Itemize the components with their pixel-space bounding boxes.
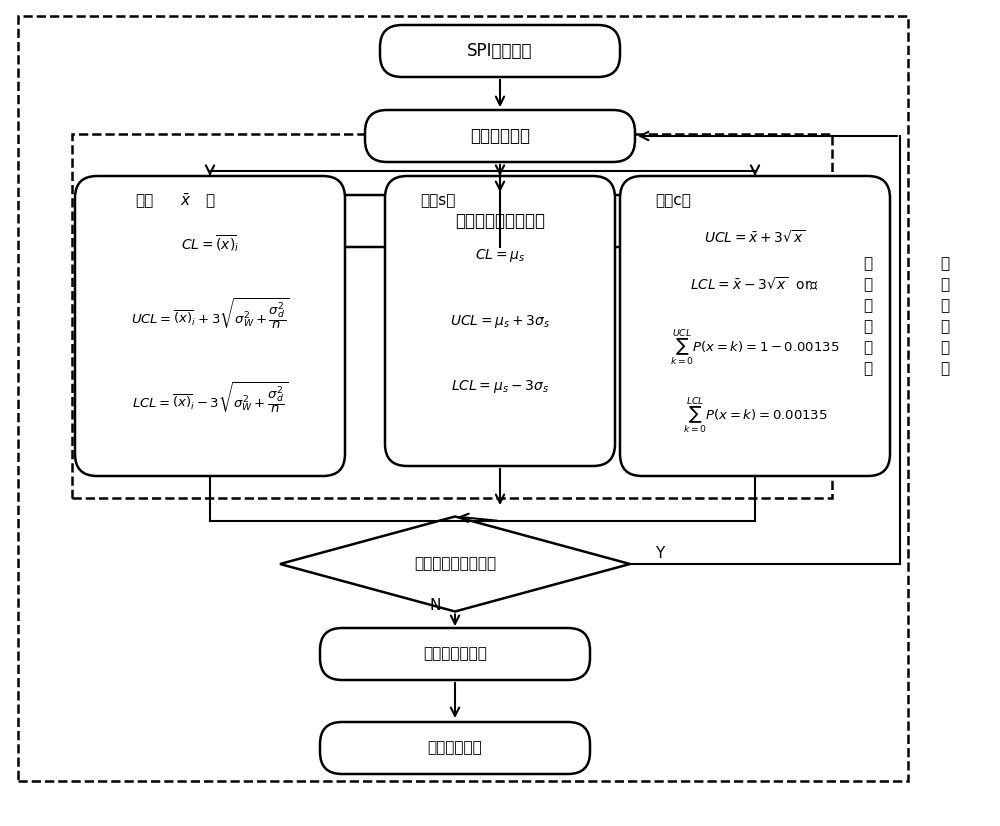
Text: $LCL = \bar{x}-3\sqrt{x}$  or：: $LCL = \bar{x}-3\sqrt{x}$ or： <box>690 275 820 292</box>
Text: 绘制s图: 绘制s图 <box>420 193 455 208</box>
Text: $\bar{x}$: $\bar{x}$ <box>180 193 192 209</box>
FancyBboxPatch shape <box>320 628 590 680</box>
Text: 绘制c图: 绘制c图 <box>655 193 691 208</box>
FancyBboxPatch shape <box>75 176 345 476</box>
Text: 智
能
监
控
系
统: 智 能 监 控 系 统 <box>940 256 950 376</box>
Text: 图: 图 <box>205 193 214 208</box>
Text: SPI检测系统: SPI检测系统 <box>467 42 533 60</box>
Bar <box>18 16 908 781</box>
Text: 统
计
分
析
模
块: 统 计 分 析 模 块 <box>863 256 873 376</box>
Text: 灯光控制模块: 灯光控制模块 <box>428 740 482 756</box>
Text: $UCL = \bar{x}+3\sqrt{x}$: $UCL = \bar{x}+3\sqrt{x}$ <box>704 230 806 246</box>
Text: 发出不受控信号: 发出不受控信号 <box>423 647 487 662</box>
Text: N: N <box>429 599 441 614</box>
Text: $UCL = \overline{(x)}_i+3\sqrt{\sigma_W^2+\dfrac{\sigma_d^2}{n}}$: $UCL = \overline{(x)}_i+3\sqrt{\sigma_W^… <box>131 297 289 331</box>
Text: $\sum_{k=0}^{LCL}P(x=k)=0.00135$: $\sum_{k=0}^{LCL}P(x=k)=0.00135$ <box>683 396 827 436</box>
Text: $UCL = \mu_s+3\sigma_s$: $UCL = \mu_s+3\sigma_s$ <box>450 312 550 330</box>
Text: 绘制: 绘制 <box>135 193 153 208</box>
Text: $LCL = \overline{(x)}_i-3\sqrt{\sigma_W^2+\dfrac{\sigma_d^2}{n}}$: $LCL = \overline{(x)}_i-3\sqrt{\sigma_W^… <box>132 381 288 415</box>
Text: Y: Y <box>655 547 664 562</box>
Text: $\sum_{k=0}^{UCL}P(x=k)=1-0.00135$: $\sum_{k=0}^{UCL}P(x=k)=1-0.00135$ <box>670 328 840 368</box>
FancyBboxPatch shape <box>365 110 635 162</box>
FancyBboxPatch shape <box>325 195 675 247</box>
Bar <box>72 134 832 498</box>
Text: 印刷质量管理数据库: 印刷质量管理数据库 <box>455 212 545 230</box>
Text: $LCL = \mu_s-3\sigma_s$: $LCL = \mu_s-3\sigma_s$ <box>451 377 549 395</box>
FancyBboxPatch shape <box>380 25 620 77</box>
Text: 数据采集服务: 数据采集服务 <box>470 127 530 145</box>
FancyBboxPatch shape <box>620 176 890 476</box>
FancyBboxPatch shape <box>320 722 590 774</box>
FancyBboxPatch shape <box>385 176 615 466</box>
Text: 印刷过程是否受控？: 印刷过程是否受控？ <box>414 557 496 572</box>
Polygon shape <box>280 516 630 611</box>
Text: $CL = \mu_s$: $CL = \mu_s$ <box>475 248 525 264</box>
Text: $CL = \overline{(x)}_i$: $CL = \overline{(x)}_i$ <box>181 234 239 254</box>
